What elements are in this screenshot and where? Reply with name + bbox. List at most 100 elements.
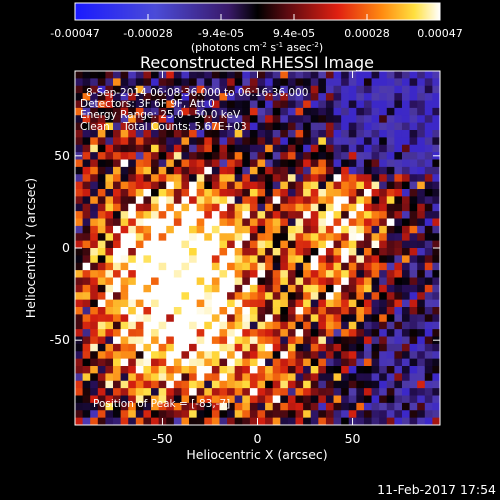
heatmap-cell: [189, 292, 198, 301]
heatmap-cell: [82, 270, 91, 279]
heatmap-cell: [303, 115, 312, 124]
heatmap-cell: [75, 380, 84, 389]
heatmap-cell: [272, 292, 281, 301]
heatmap-cell: [234, 159, 243, 168]
heatmap-cell: [128, 115, 137, 124]
colorbar-tick-label: 9.4e-05: [273, 27, 315, 40]
heatmap-cell: [90, 189, 99, 197]
heatmap-cell: [333, 93, 342, 102]
heatmap-cell: [348, 248, 357, 256]
heatmap-cell: [196, 417, 205, 425]
heatmap-cell: [356, 137, 365, 146]
heatmap-cell: [272, 78, 281, 87]
heatmap-cell: [242, 144, 251, 153]
heatmap-cell: [363, 196, 373, 205]
heatmap-cell: [75, 122, 84, 131]
heatmap-cell: [151, 417, 160, 425]
heatmap-cell: [379, 314, 388, 323]
heatmap-cell: [325, 373, 335, 382]
heatmap-cell: [280, 299, 289, 308]
heatmap-cell: [356, 373, 365, 382]
heatmap-cell: [189, 93, 198, 102]
heatmap-cell: [189, 255, 198, 264]
heatmap-cell: [401, 144, 411, 153]
heatmap-cell: [417, 336, 426, 345]
heatmap-cell: [82, 225, 91, 234]
heatmap-cell: [325, 410, 335, 419]
heatmap-cell: [409, 402, 418, 411]
heatmap-cell: [90, 122, 99, 131]
heatmap-cell: [432, 218, 440, 227]
heatmap-cell: [181, 270, 190, 279]
heatmap-cell: [196, 307, 205, 315]
heatmap-cell: [417, 93, 426, 102]
heatmap-cell: [113, 107, 122, 116]
heatmap-cell: [90, 137, 99, 146]
heatmap-cell: [280, 307, 289, 315]
heatmap-cell: [211, 152, 221, 161]
heatmap-cell: [386, 277, 395, 286]
heatmap-cell: [341, 373, 350, 382]
heatmap-cell: [272, 211, 281, 220]
heatmap-cell: [417, 225, 426, 234]
heatmap-cell: [181, 181, 190, 190]
heatmap-cell: [386, 358, 395, 367]
heatmap-cell: [189, 277, 198, 286]
heatmap-cell: [257, 130, 266, 138]
heatmap-cell: [432, 402, 440, 411]
heatmap-cell: [371, 299, 380, 308]
heatmap-cell: [211, 248, 221, 256]
y-tick-label: -50: [50, 332, 70, 347]
heatmap-cell: [158, 159, 167, 168]
heatmap-cell: [333, 137, 342, 146]
heatmap-cell: [204, 299, 213, 308]
heatmap-cell: [97, 137, 107, 146]
heatmap-cell: [318, 343, 327, 352]
heatmap-cell: [75, 373, 84, 382]
heatmap-cell: [272, 248, 281, 256]
heatmap-cell: [333, 100, 342, 109]
heatmap-cell: [310, 329, 319, 338]
heatmap-cell: [272, 107, 281, 116]
heatmap-cell: [204, 174, 213, 183]
heatmap-cell: [341, 122, 350, 131]
heatmap-cell: [417, 314, 426, 323]
heatmap-cell: [204, 122, 213, 131]
heatmap-cell: [295, 380, 304, 389]
heatmap-cell: [409, 240, 418, 249]
heatmap-cell: [120, 262, 129, 271]
heatmap-cell: [394, 255, 403, 264]
heatmap-cell: [181, 218, 190, 227]
heatmap-cell: [234, 343, 243, 352]
heatmap-cell: [113, 255, 122, 264]
heatmap-cell: [158, 152, 167, 161]
heatmap-cell: [97, 181, 107, 190]
heatmap-cell: [227, 196, 236, 205]
heatmap-cell: [189, 270, 198, 279]
heatmap-cell: [166, 299, 175, 308]
heatmap-cell: [242, 137, 251, 146]
heatmap-cell: [181, 314, 190, 323]
heatmap-cell: [371, 373, 380, 382]
heatmap-cell: [280, 240, 289, 249]
heatmap-cell: [318, 144, 327, 153]
heatmap-cell: [90, 240, 99, 249]
heatmap-cell: [272, 380, 281, 389]
heatmap-cell: [158, 380, 167, 389]
heatmap-cell: [219, 152, 228, 161]
heatmap-cell: [82, 100, 91, 109]
heatmap-cell: [287, 299, 297, 308]
heatmap-cell: [242, 336, 251, 345]
heatmap-cell: [143, 321, 152, 330]
heatmap-cell: [166, 233, 175, 242]
heatmap-cell: [348, 181, 357, 190]
heatmap-cell: [204, 366, 213, 374]
heatmap-cell: [386, 336, 395, 345]
heatmap-cell: [158, 366, 167, 374]
heatmap-cell: [189, 107, 198, 116]
heatmap-cell: [181, 166, 190, 175]
heatmap-cell: [249, 122, 259, 131]
heatmap-cell: [143, 78, 152, 87]
heatmap-cell: [113, 343, 122, 352]
heatmap-cell: [120, 336, 129, 345]
